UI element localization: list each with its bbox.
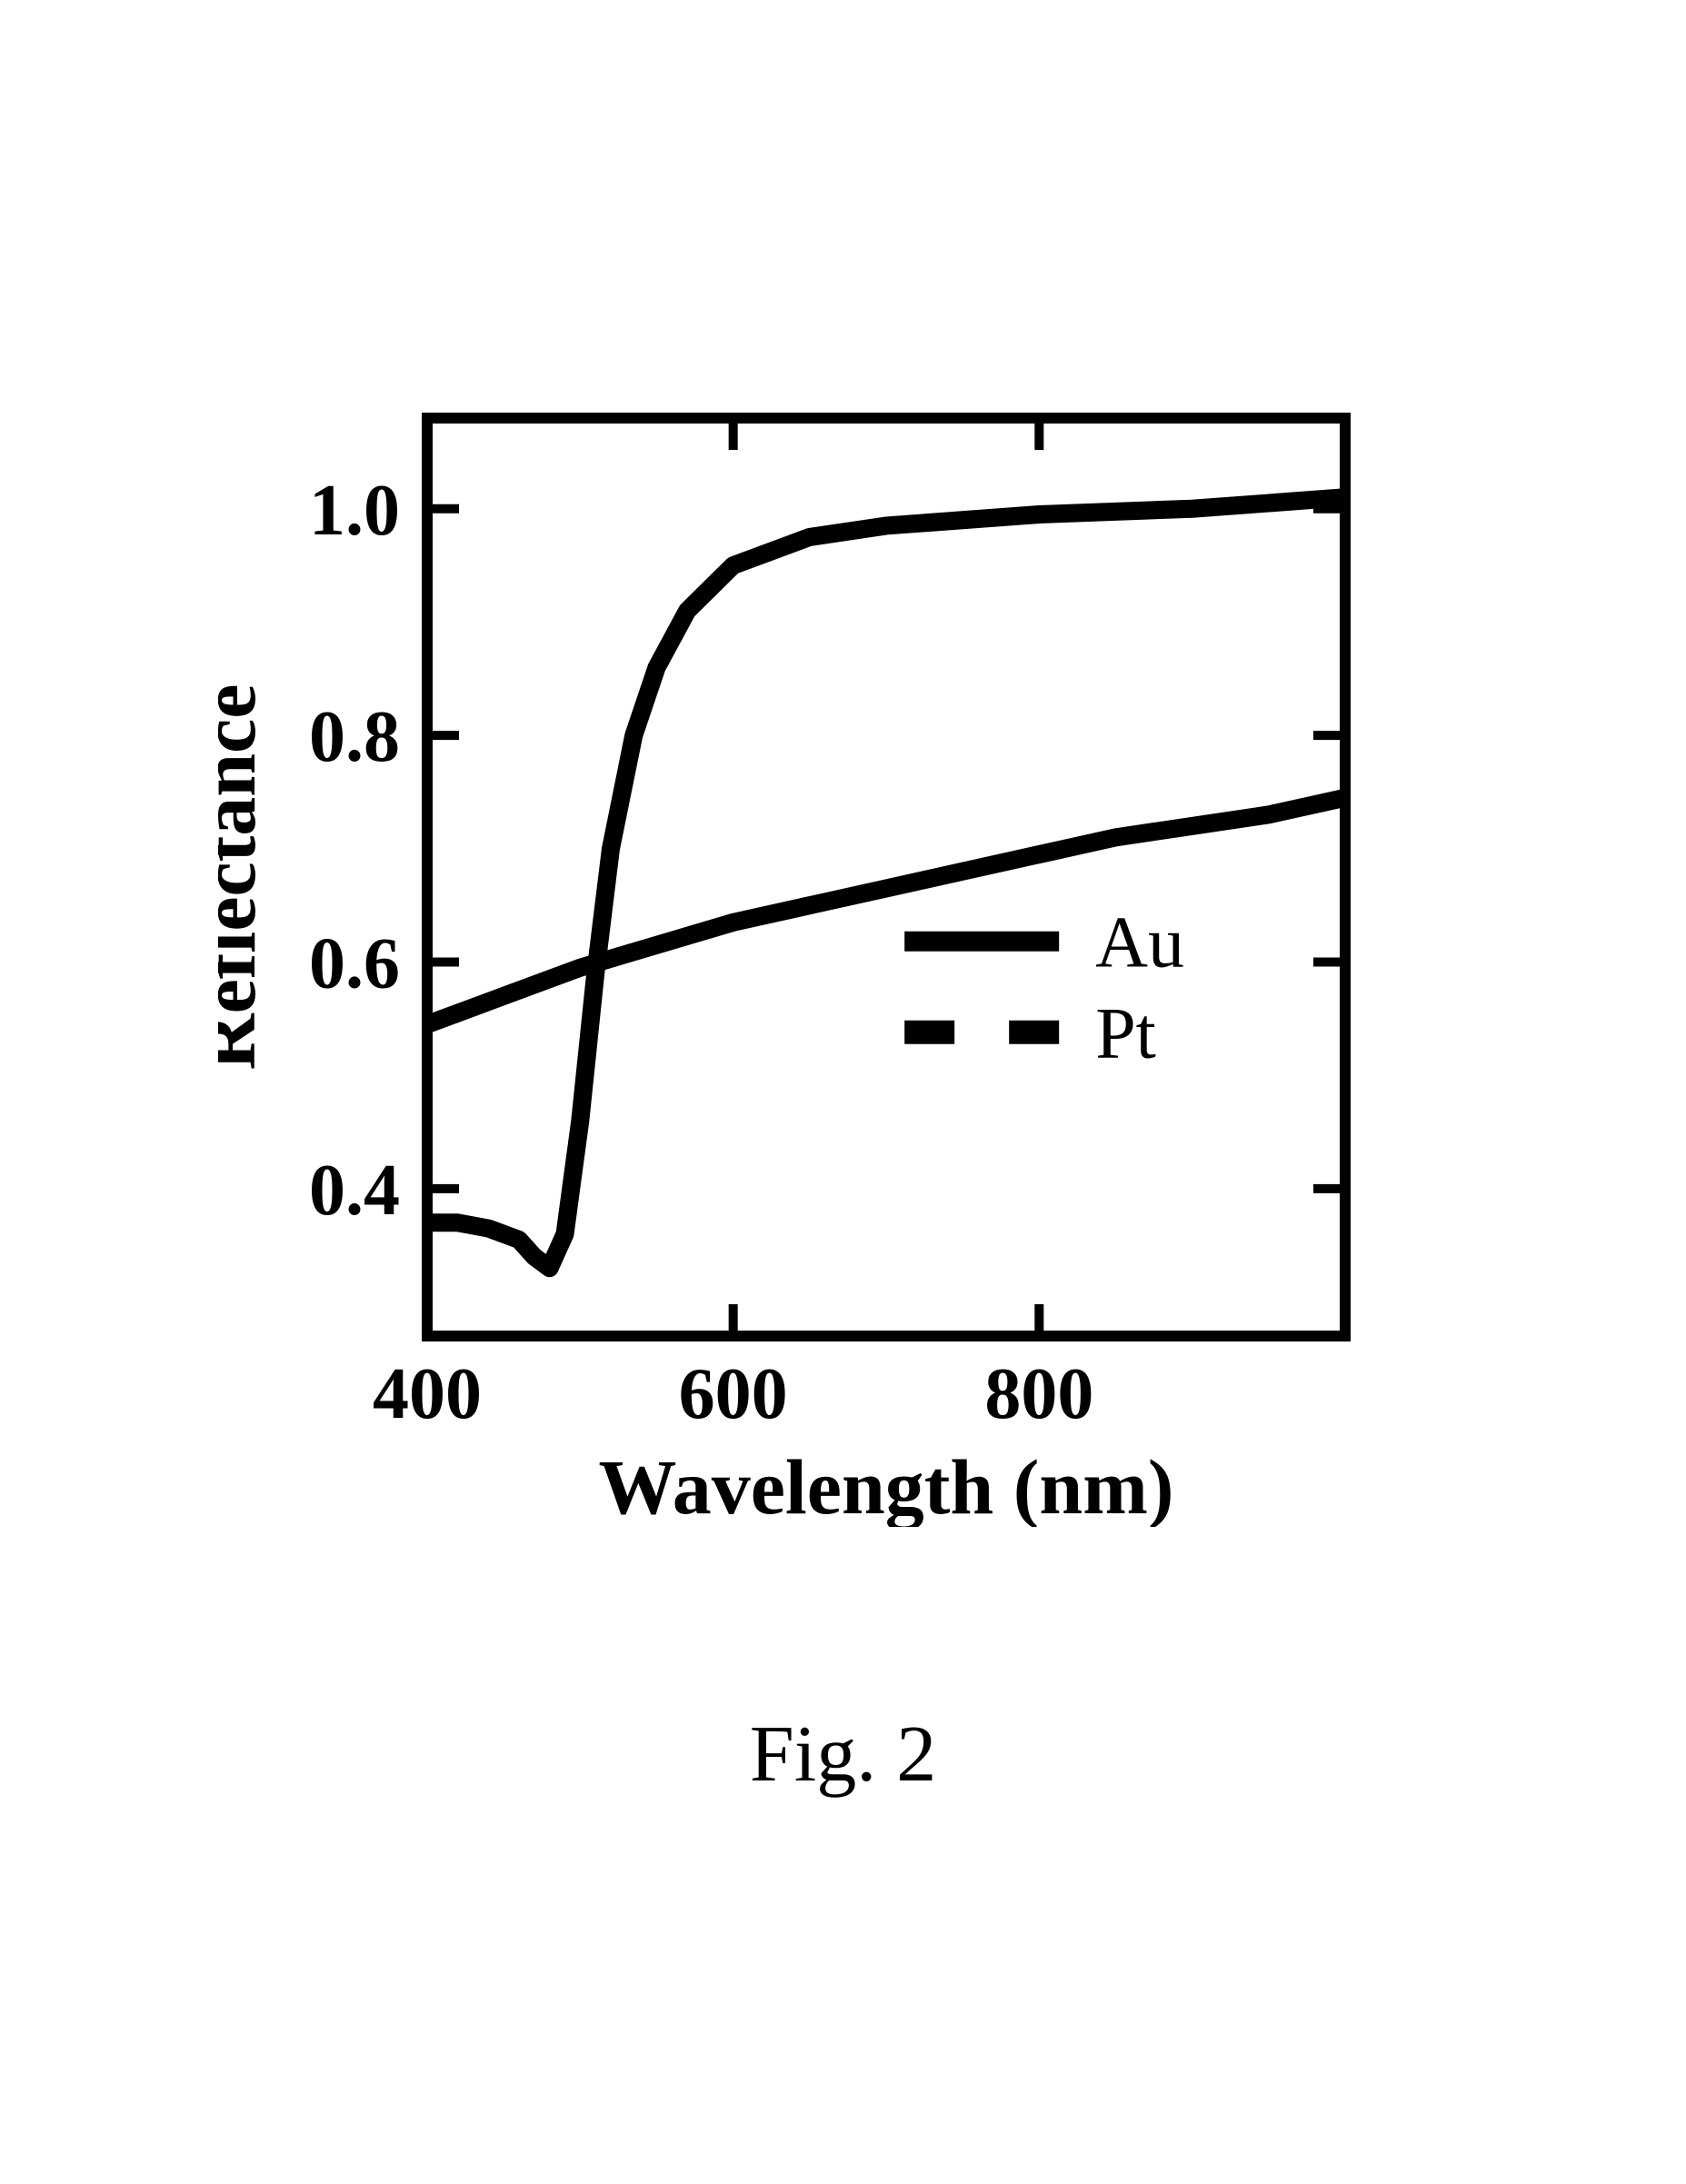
x-axis-label: Wavelength (nm) — [598, 1443, 1173, 1527]
reflectance-chart: 400 600 800 0.4 0.6 0.8 1.0 Wavelength (nm) Refl… — [218, 391, 1391, 1527]
x-tick-label: 400 — [373, 1354, 482, 1434]
figure-caption: Fig. 2 — [0, 1709, 1686, 1800]
chart-svg: 400 600 800 0.4 0.6 0.8 1.0 Wavelength (nm) Refl… — [218, 391, 1391, 1527]
y-tick-label: 1.0 — [309, 471, 400, 551]
y-tick-label: 0.8 — [309, 697, 400, 777]
x-tick-label: 600 — [679, 1354, 788, 1434]
y-tick-label: 0.4 — [309, 1151, 400, 1231]
y-tick-label: 0.6 — [309, 924, 400, 1004]
legend-label-au: Au — [1095, 903, 1184, 983]
legend-label-pt: Pt — [1095, 994, 1156, 1074]
series-pt — [427, 798, 1345, 1024]
y-axis-label: Reflectance — [218, 684, 272, 1071]
x-tick-label: 800 — [984, 1354, 1093, 1434]
page: 400 600 800 0.4 0.6 0.8 1.0 Wavelength (nm) Refl… — [0, 0, 1686, 2184]
